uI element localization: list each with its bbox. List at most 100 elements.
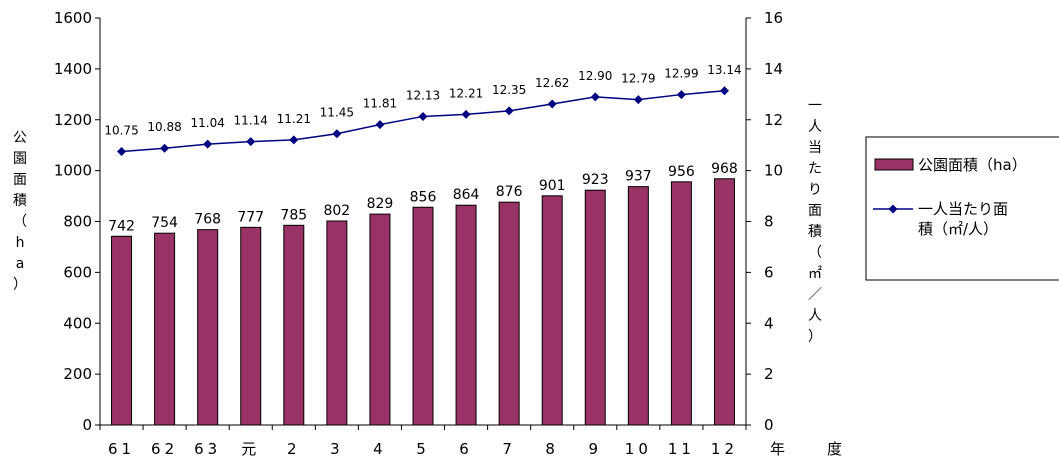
right-axis-title-char: 当 xyxy=(808,140,822,156)
line-value-label: 13.14 xyxy=(707,63,741,77)
line-point xyxy=(375,120,385,130)
line-value-label: 12.21 xyxy=(449,86,483,100)
line-value-label: 11.04 xyxy=(190,116,224,130)
right-axis-title-char: 積 xyxy=(808,224,822,240)
right-axis-title-char: 面 xyxy=(808,203,822,219)
line-layer xyxy=(117,86,729,157)
bar-value-label: 923 xyxy=(582,172,609,188)
right-axis-title-char: た xyxy=(808,161,822,177)
line-point xyxy=(719,86,729,96)
bar-value-label: 754 xyxy=(151,215,178,231)
right-tick-label: 8 xyxy=(764,213,774,231)
line-value-label: 10.75 xyxy=(104,124,138,138)
x-tick-label: 7 xyxy=(502,440,516,458)
bar-value-label: 785 xyxy=(280,207,307,223)
line-value-label: 12.79 xyxy=(621,72,655,86)
left-tick-label: 0 xyxy=(82,416,92,434)
line-point xyxy=(547,99,557,109)
right-tick-label: 0 xyxy=(764,416,774,434)
bar-value-label: 856 xyxy=(410,189,437,205)
bar-value-label: 802 xyxy=(323,203,350,219)
line-point xyxy=(676,90,686,100)
bar xyxy=(455,204,477,426)
right-axis-title-char: 人 xyxy=(808,308,822,324)
line-point xyxy=(418,111,428,121)
bar xyxy=(670,181,692,426)
bar xyxy=(283,224,305,426)
legend-line-marker xyxy=(888,204,898,214)
line-value-label: 12.13 xyxy=(406,88,440,102)
left-tick-label: 600 xyxy=(63,263,92,281)
bar xyxy=(412,206,434,426)
left-tick-label: 1200 xyxy=(54,111,92,129)
line-point xyxy=(160,143,170,153)
line-point xyxy=(246,137,256,147)
right-tick-label: 10 xyxy=(764,162,783,180)
right-axis-title-char: 人 xyxy=(808,119,822,135)
bar xyxy=(541,195,563,426)
left-tick-label: 200 xyxy=(63,365,92,383)
x-tick-label: 61 xyxy=(108,440,135,458)
line-value-label: 10.88 xyxy=(147,120,181,134)
line-point xyxy=(633,95,643,105)
right-tick-label: 6 xyxy=(764,263,774,281)
line-value-label: 11.45 xyxy=(320,106,354,120)
x-tick-label: 2 xyxy=(287,440,301,458)
line-value-label: 12.35 xyxy=(492,83,526,97)
left-axis-title-char: h xyxy=(16,235,25,251)
x-tick-label: 8 xyxy=(545,440,559,458)
line-value-label: 12.62 xyxy=(535,76,569,90)
line-value-label: 11.21 xyxy=(277,112,311,126)
x-tick-label: 62 xyxy=(151,440,178,458)
bar-value-label: 956 xyxy=(668,164,695,180)
x-tick-label: 11 xyxy=(668,440,695,458)
bar-value-label: 768 xyxy=(194,212,221,228)
bar-value-label: 777 xyxy=(237,209,264,225)
bar-value-label: 864 xyxy=(453,187,480,203)
right-tick-label: 4 xyxy=(764,314,774,332)
line-point xyxy=(332,129,342,139)
right-tick-label: 12 xyxy=(764,111,783,129)
left-tick-label: 800 xyxy=(63,213,92,231)
left-tick-label: 1000 xyxy=(54,162,92,180)
bar-value-label: 876 xyxy=(496,184,523,200)
line-value-label: 12.90 xyxy=(578,69,612,83)
x-tick-label: 6 xyxy=(459,440,473,458)
bar xyxy=(197,229,219,426)
x-tick-label: 5 xyxy=(416,440,430,458)
bar xyxy=(111,235,133,426)
left-tick-label: 1400 xyxy=(54,60,92,78)
x-axis-suffix: 年 度 xyxy=(770,440,846,458)
line-point xyxy=(117,147,127,157)
line-point xyxy=(504,106,514,116)
bar xyxy=(713,178,735,426)
bar-value-label: 901 xyxy=(539,178,566,194)
labels-layer: 742 754 768 777 785 802 829 856 864 876 901 923 937 9… xyxy=(104,63,741,235)
line-value-label: 11.14 xyxy=(234,114,268,128)
left-tick-label: 1600 xyxy=(54,9,92,27)
x-tick-label: 4 xyxy=(373,440,387,458)
right-axis-title-char: り xyxy=(808,182,822,198)
bar-value-label: 829 xyxy=(367,196,394,212)
left-tick-label: 400 xyxy=(63,314,92,332)
x-tick-label: 63 xyxy=(194,440,221,458)
right-tick-label: 2 xyxy=(764,365,774,383)
bar xyxy=(369,213,391,426)
line-point xyxy=(590,92,600,102)
legend-line-label-1: 一人当たり面 xyxy=(918,200,1008,218)
bar xyxy=(240,226,262,426)
left-axis-title-char: 面 xyxy=(13,172,27,188)
x-tick-label: 12 xyxy=(711,440,738,458)
x-tick-label: 10 xyxy=(625,440,652,458)
bars-layer xyxy=(111,178,735,426)
bar xyxy=(584,189,606,426)
line-point xyxy=(289,135,299,145)
left-axis-title-char: ） xyxy=(13,277,27,293)
line-value-label: 12.99 xyxy=(664,67,698,81)
left-axis-title-char: 公 xyxy=(13,130,27,146)
x-tick-label: 9 xyxy=(588,440,602,458)
bar xyxy=(498,201,520,426)
